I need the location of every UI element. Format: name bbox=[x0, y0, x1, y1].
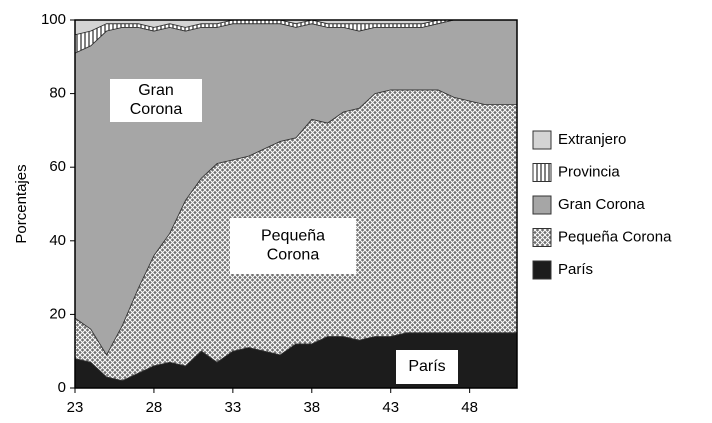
annotation: Corona bbox=[130, 101, 183, 118]
y-tick-label: 0 bbox=[58, 379, 66, 396]
y-tick-label: 80 bbox=[49, 85, 66, 102]
x-tick-label: 48 bbox=[461, 399, 478, 416]
legend-swatch bbox=[532, 260, 552, 280]
y-tick-label: 20 bbox=[49, 305, 66, 322]
legend-label: Gran Corona bbox=[558, 196, 645, 213]
x-tick-label: 43 bbox=[382, 399, 399, 416]
annotation: Corona bbox=[267, 247, 320, 264]
x-tick-label: 28 bbox=[146, 399, 163, 416]
legend-label: Pequeña Corona bbox=[558, 228, 672, 245]
annotation-box bbox=[396, 350, 458, 384]
annotation: Gran bbox=[138, 82, 174, 99]
annotation: París bbox=[408, 358, 445, 375]
y-tick-label: 40 bbox=[49, 232, 66, 249]
x-tick-label: 38 bbox=[303, 399, 320, 416]
y-axis-label: Porcentajes bbox=[13, 164, 30, 243]
legend-swatch bbox=[532, 195, 552, 215]
legend-label: Provincia bbox=[558, 163, 620, 180]
annotation-box bbox=[230, 218, 356, 274]
annotation-box bbox=[110, 79, 202, 122]
annotation: Pequeña bbox=[261, 228, 325, 245]
y-tick-label: 60 bbox=[49, 158, 66, 175]
legend-swatch bbox=[532, 228, 552, 247]
legend-swatch bbox=[532, 163, 552, 182]
x-tick-label: 23 bbox=[67, 399, 84, 416]
plot-frame bbox=[74, 19, 518, 389]
y-tick-label: 100 bbox=[41, 11, 66, 28]
legend-label: París bbox=[558, 261, 593, 278]
legend-label: Extranjero bbox=[558, 131, 626, 148]
x-tick-label: 33 bbox=[225, 399, 242, 416]
legend-swatch bbox=[532, 130, 552, 150]
